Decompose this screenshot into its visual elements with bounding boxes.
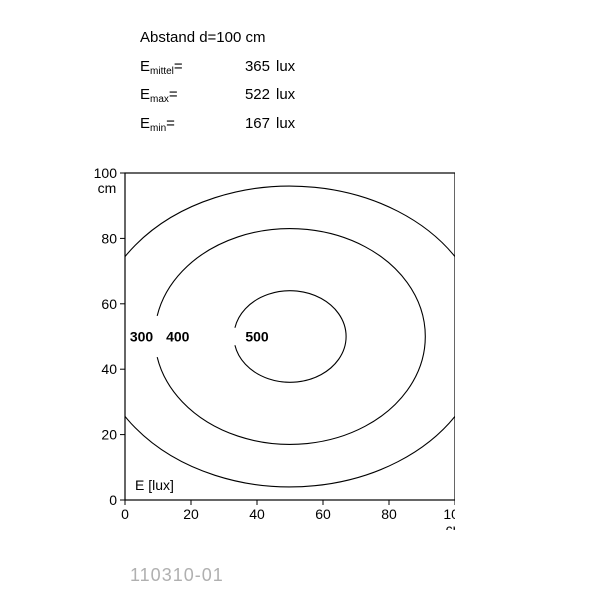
figure-id: 110310-01 <box>130 565 224 586</box>
distance-title: Abstand d=100 cm <box>140 24 295 53</box>
contour-label: 300 <box>130 329 154 345</box>
x-tick-label: 60 <box>315 506 331 522</box>
y-tick-label: 60 <box>101 296 117 312</box>
row-emax: Emax= 522 lux <box>140 81 295 110</box>
contour-label: 400 <box>166 329 190 345</box>
contour-plot: 020406080100020406080100cmcm300400500E [… <box>90 165 455 530</box>
contour-label: 500 <box>245 329 269 345</box>
row-emin: Emin= 167 lux <box>140 110 295 139</box>
y-tick-label: 40 <box>101 361 117 377</box>
y-unit-label: cm <box>98 180 117 196</box>
quantity-label: E [lux] <box>135 477 174 493</box>
y-tick-label: 0 <box>109 492 117 508</box>
x-unit-label: cm <box>446 521 455 530</box>
x-tick-label: 0 <box>121 506 129 522</box>
x-tick-label: 100 <box>443 506 455 522</box>
y-tick-label: 100 <box>94 165 118 181</box>
info-block: Abstand d=100 cm Emittel= 365 lux Emax= … <box>140 24 295 138</box>
x-tick-label: 80 <box>381 506 397 522</box>
x-tick-label: 20 <box>183 506 199 522</box>
y-tick-label: 80 <box>101 230 117 246</box>
x-tick-label: 40 <box>249 506 265 522</box>
y-tick-label: 20 <box>101 427 117 443</box>
row-emittel: Emittel= 365 lux <box>140 53 295 82</box>
